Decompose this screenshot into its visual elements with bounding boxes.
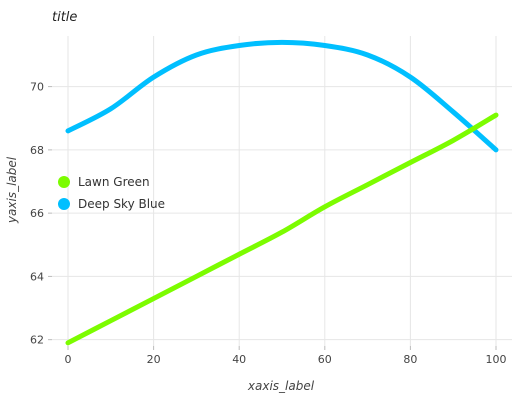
series-layer (65, 39, 499, 346)
legend-label-lawn-green: Lawn Green (78, 175, 150, 189)
y-tick-label: 64 (30, 270, 44, 283)
x-tick-label: 100 (486, 353, 507, 366)
y-tick-label: 62 (30, 334, 44, 347)
y-tick-label: 70 (30, 81, 44, 94)
y-axis-title: yaxis_label (5, 156, 19, 224)
x-tick-label: 40 (232, 353, 246, 366)
series-line-deep-sky-blue (65, 39, 499, 153)
x-tick-label: 80 (403, 353, 417, 366)
x-tick-label: 20 (147, 353, 161, 366)
x-tick-label: 0 (65, 353, 72, 366)
series-line-lawn-green (65, 112, 499, 346)
legend: Lawn Green Deep Sky Blue (58, 175, 165, 211)
legend-swatch-lawn-green (58, 176, 70, 188)
legend-label-deep-sky-blue: Deep Sky Blue (78, 197, 165, 211)
chart-title: title (52, 10, 77, 25)
y-tick-label: 68 (30, 144, 44, 157)
axes: 62 64 66 68 70 0 20 40 60 80 100 (30, 81, 507, 366)
y-tick-label: 66 (30, 207, 44, 220)
x-tick-label: 60 (318, 353, 332, 366)
x-axis-title: xaxis_label (247, 379, 315, 393)
legend-swatch-deep-sky-blue (58, 198, 70, 210)
grid (52, 36, 512, 346)
